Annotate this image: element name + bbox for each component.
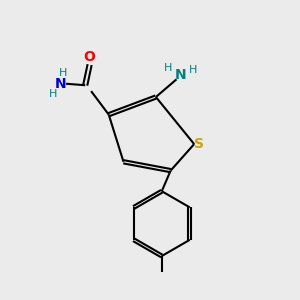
Text: S: S [194, 137, 205, 151]
Text: N: N [175, 68, 187, 82]
Text: H: H [49, 89, 57, 99]
Text: H: H [59, 68, 67, 78]
Text: O: O [84, 50, 96, 64]
Text: H: H [164, 63, 172, 73]
Text: N: N [54, 77, 66, 91]
Text: H: H [189, 65, 197, 76]
